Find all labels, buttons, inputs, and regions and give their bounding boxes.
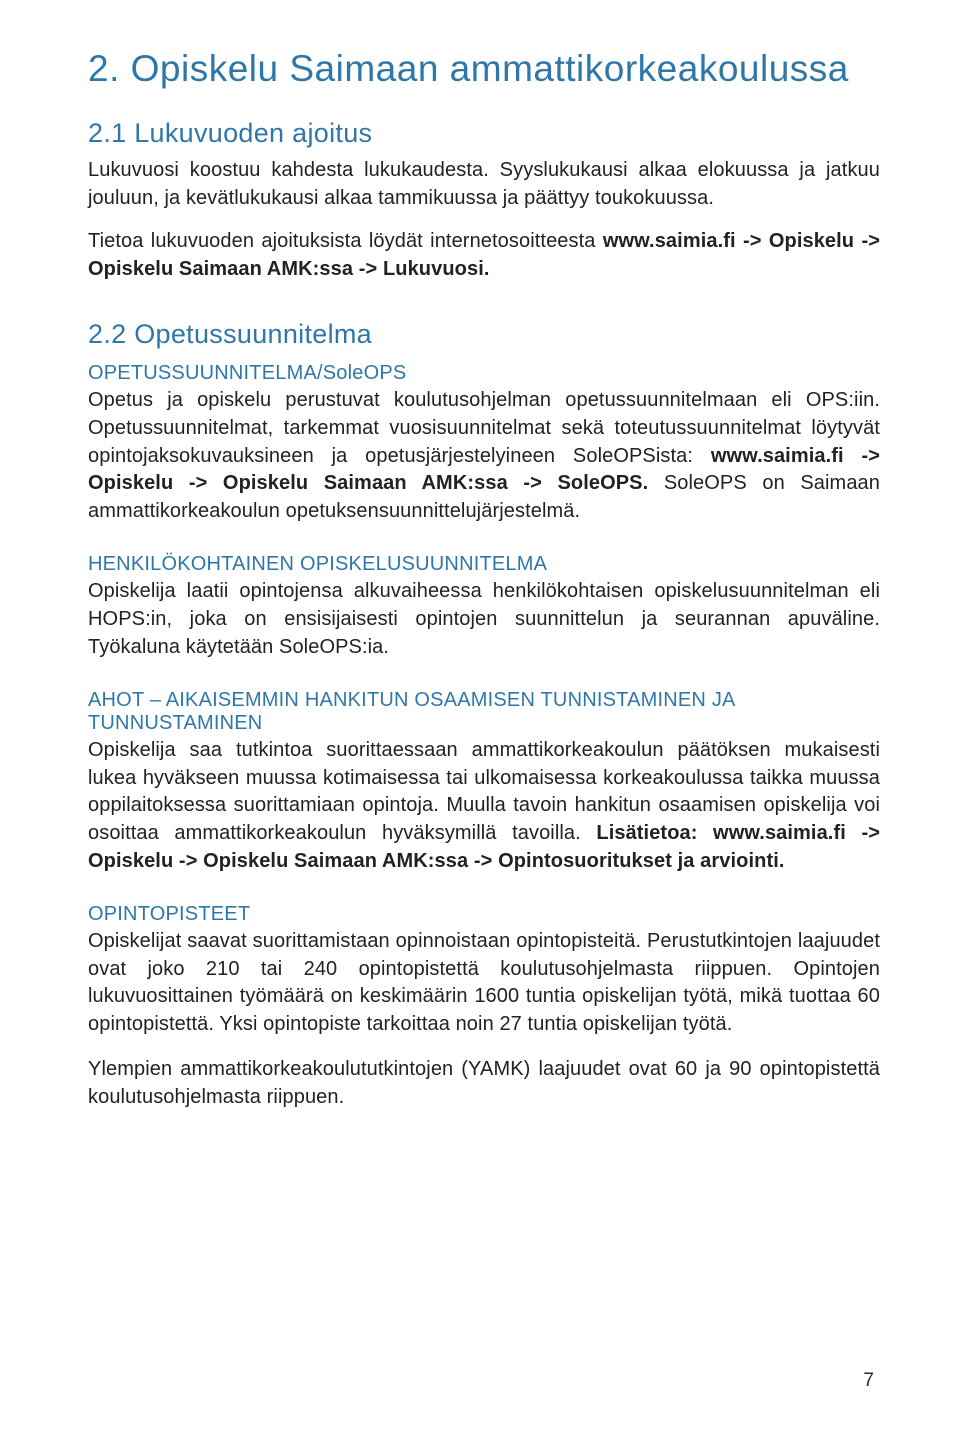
block1-para: Opetus ja opiskelu perustuvat koulutusoh… (88, 387, 880, 525)
subhead-hops: HENKILÖKOHTAINEN OPISKELUSUUNNITELMA (88, 553, 880, 576)
page-number: 7 (863, 1370, 874, 1392)
section-2-1-heading: 2.1 Lukuvuoden ajoitus (88, 118, 880, 149)
block2-para: Opiskelija laatii opintojensa alkuvaihee… (88, 578, 880, 661)
section-2-1-para-1: Lukuvuosi koostuu kahdesta lukukaudesta.… (88, 157, 880, 212)
block3-para: Opiskelija saa tutkintoa suorittaessaan … (88, 737, 880, 875)
text-run: Tietoa lukuvuoden ajoituksista löydät in… (88, 230, 603, 252)
section-2-1-para-2: Tietoa lukuvuoden ajoituksista löydät in… (88, 228, 880, 283)
subhead-opetussuunnitelma: OPETUSSUUNNITELMA/SoleOPS (88, 362, 880, 385)
section-2-2-heading: 2.2 Opetussuunnitelma (88, 319, 880, 350)
subhead-ahot: AHOT – AIKAISEMMIN HANKITUN OSAAMISEN TU… (88, 689, 880, 735)
block4-para-1: Opiskelijat saavat suorittamistaan opinn… (88, 928, 880, 1038)
block4-para-2: Ylempien ammattikorkeakoulututkintojen (… (88, 1056, 880, 1111)
chapter-heading: 2. Opiskelu Saimaan ammattikorkeakouluss… (88, 48, 880, 90)
subhead-opintopisteet: OPINTOPISTEET (88, 903, 880, 926)
